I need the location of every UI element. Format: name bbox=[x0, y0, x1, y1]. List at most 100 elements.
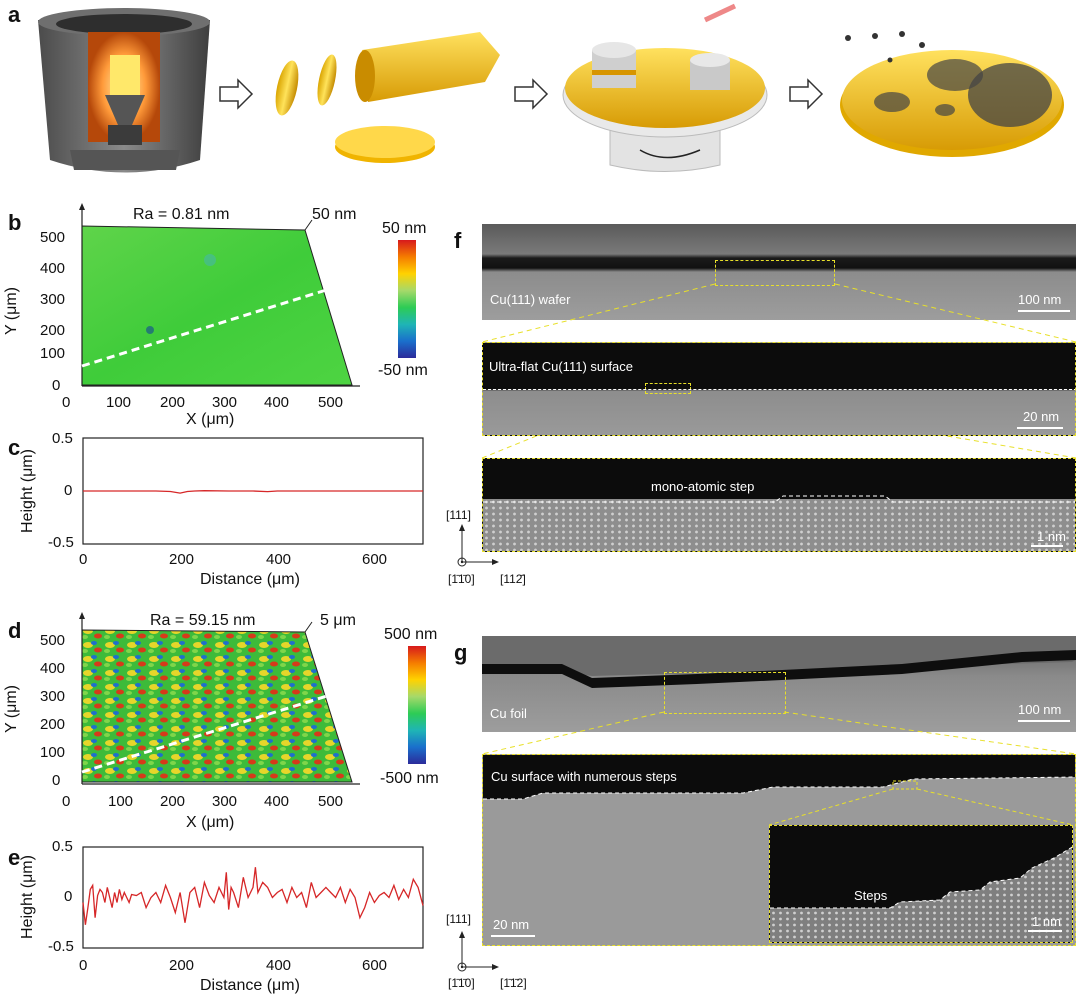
c-ytick: -0.5 bbox=[48, 534, 74, 551]
afm-map-d bbox=[79, 612, 360, 785]
b-xlabel: X (μm) bbox=[186, 411, 235, 428]
series-line-e bbox=[82, 867, 424, 925]
process-arrow-1 bbox=[219, 78, 254, 110]
e-ytick: -0.5 bbox=[48, 938, 74, 955]
afm-map-b bbox=[79, 203, 360, 387]
b-ytick: 300 bbox=[40, 291, 66, 308]
scalebar-g-mid bbox=[491, 935, 535, 937]
d-ytick: 200 bbox=[40, 716, 66, 733]
dir-up-f: [111] bbox=[446, 508, 471, 522]
cbar-bottom-d: -500 nm bbox=[380, 770, 439, 787]
d-xtick: 100 bbox=[108, 793, 134, 810]
furnace-icon bbox=[38, 8, 210, 173]
zoom-box-g1 bbox=[664, 672, 786, 714]
caption-g-inset: Steps bbox=[854, 888, 888, 903]
zoom-lines-g bbox=[481, 711, 1077, 755]
panel-e-label: e bbox=[8, 845, 21, 870]
plot-frame-e bbox=[82, 846, 424, 949]
d-xtick: 300 bbox=[212, 793, 238, 810]
z-scale-b: 50 nm bbox=[312, 206, 357, 223]
b-xtick: 0 bbox=[62, 394, 71, 411]
scale-f-top: 100 nm bbox=[1018, 292, 1062, 307]
d-xtick: 400 bbox=[264, 793, 290, 810]
d-ytick: 0 bbox=[52, 772, 61, 789]
zoom-box-f2 bbox=[645, 383, 691, 394]
scale-g-mid: 20 nm bbox=[493, 917, 530, 932]
cbar-top-b: 50 nm bbox=[382, 220, 427, 237]
b-xtick: 500 bbox=[318, 394, 344, 411]
colorbar-d bbox=[408, 646, 426, 764]
c-xtick: 200 bbox=[169, 551, 195, 568]
crystal-axes-f bbox=[457, 524, 499, 567]
e-ytick: 0.5 bbox=[52, 838, 73, 855]
c-ytick: 0.5 bbox=[52, 430, 73, 447]
dir-right-f: [112̄] bbox=[500, 572, 526, 586]
graphene-growth-icon bbox=[840, 31, 1064, 157]
tem-g-mid: Cu surface with numerous steps 20 nm Ste… bbox=[482, 754, 1076, 946]
e-ylabel: Height (μm) bbox=[18, 855, 36, 939]
c-xtick: 400 bbox=[266, 551, 292, 568]
b-xtick: 100 bbox=[106, 394, 132, 411]
z-scale-d: 5 μm bbox=[320, 612, 356, 629]
ra-label-d: Ra = 59.15 nm bbox=[150, 612, 256, 629]
process-arrow-3 bbox=[789, 78, 824, 110]
d-xtick: 0 bbox=[62, 793, 71, 810]
scalebar-g-inset bbox=[1028, 930, 1062, 932]
b-ytick: 500 bbox=[40, 229, 66, 246]
b-ytick: 200 bbox=[40, 322, 66, 339]
crystal-axes-g bbox=[457, 931, 499, 972]
c-xlabel: Distance (μm) bbox=[200, 571, 300, 588]
b-ytick: 400 bbox=[40, 260, 66, 277]
panel-g-label: g bbox=[454, 640, 468, 665]
scale-f-bottom: 1 nm bbox=[1037, 529, 1066, 544]
foil-surface-g bbox=[482, 636, 1076, 688]
b-xtick: 200 bbox=[160, 394, 186, 411]
tem-g-top: Cu foil 100 nm bbox=[482, 636, 1076, 732]
caption-f-top: Cu(111) wafer bbox=[490, 292, 571, 307]
copper-disc-icon bbox=[275, 32, 500, 163]
scale-g-top: 100 nm bbox=[1018, 702, 1062, 717]
d-ytick: 500 bbox=[40, 632, 66, 649]
cbar-top-d: 500 nm bbox=[384, 626, 438, 643]
c-ytick: 0 bbox=[64, 482, 73, 499]
tem-g-inset: Steps 1 nm bbox=[769, 825, 1073, 943]
dir-right-g: [1̄1̄2] bbox=[500, 976, 527, 990]
c-xtick: 0 bbox=[79, 551, 88, 568]
scalebar-f-mid bbox=[1017, 427, 1063, 429]
scalebar-f-top bbox=[1018, 310, 1070, 312]
d-ytick: 300 bbox=[40, 688, 66, 705]
ra-label-b: Ra = 0.81 nm bbox=[133, 206, 230, 223]
stepped-surface-g bbox=[483, 755, 1075, 826]
panel-d-label: d bbox=[8, 618, 22, 643]
b-ytick: 0 bbox=[52, 377, 61, 394]
e-xtick: 400 bbox=[266, 957, 292, 974]
d-ytick: 100 bbox=[40, 744, 66, 761]
c-xtick: 600 bbox=[362, 551, 388, 568]
tem-f-bottom: mono-atomic step 1 nm bbox=[482, 458, 1076, 552]
d-xlabel: X (μm) bbox=[186, 814, 235, 831]
e-xtick: 200 bbox=[169, 957, 195, 974]
line-chart-e bbox=[82, 846, 424, 949]
b-xtick: 400 bbox=[264, 394, 290, 411]
caption-g-top: Cu foil bbox=[490, 706, 527, 721]
d-ytick: 400 bbox=[40, 660, 66, 677]
panel-f-label: f bbox=[454, 228, 462, 253]
surface-line-f bbox=[483, 389, 1075, 390]
dir-up-g: [111] bbox=[446, 912, 471, 926]
caption-g-mid: Cu surface with numerous steps bbox=[491, 769, 677, 784]
tem-f-mid: Ultra-flat Cu(111) surface 20 nm bbox=[482, 342, 1076, 436]
dir-out-f: [1̄1̄0] bbox=[448, 572, 475, 586]
b-xtick: 300 bbox=[212, 394, 238, 411]
dir-out-g: [1̄1̄0] bbox=[448, 976, 475, 990]
scalebar-g-top bbox=[1018, 720, 1070, 722]
zoom-box-f1 bbox=[715, 260, 835, 286]
inset-steps-g bbox=[770, 846, 1072, 942]
e-xtick: 600 bbox=[362, 957, 388, 974]
panel-c-label: c bbox=[8, 435, 21, 460]
b-ytick: 100 bbox=[40, 345, 66, 362]
atomic-lattice-f bbox=[483, 499, 1075, 551]
cbar-bottom-b: -50 nm bbox=[378, 362, 428, 379]
series-line-c bbox=[83, 490, 423, 494]
caption-f-mid: Ultra-flat Cu(111) surface bbox=[489, 359, 634, 374]
e-xtick: 0 bbox=[79, 957, 88, 974]
